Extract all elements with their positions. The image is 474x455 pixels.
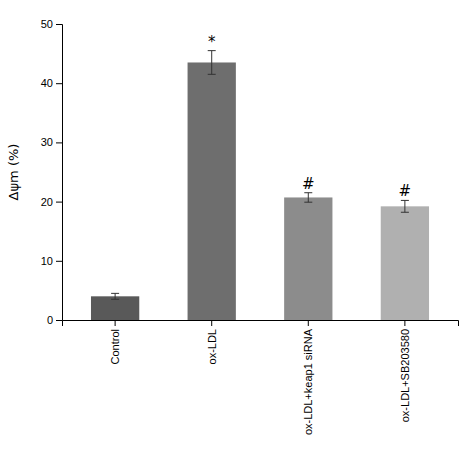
y-tick-label: 10: [41, 255, 53, 267]
annotation: #: [399, 182, 412, 200]
y-tick-mark: [56, 261, 62, 262]
x-tick-label: Control: [109, 329, 121, 364]
error-bar-line: [304, 193, 312, 202]
bar: [188, 62, 236, 320]
y-tick-label: 50: [41, 18, 53, 30]
y-tick: 30: [41, 136, 62, 148]
plot: * # # Control ox-LDL ox-LDL+keap1 siRNA ox-LDL…: [41, 18, 459, 435]
error-bar: [304, 193, 312, 202]
bar: [284, 197, 332, 320]
y-tick-mark: [56, 83, 62, 84]
y-tick-mark: [56, 320, 62, 321]
x-axis: Control ox-LDL ox-LDL+keap1 siRNA ox-LDL+SB…: [63, 320, 459, 435]
x-tick: Control: [109, 320, 121, 364]
error-bar: [208, 51, 216, 75]
y-axis: 0 10 20 30 40 50: [41, 18, 63, 326]
x-tick-mark: [211, 320, 212, 326]
marks: [91, 51, 429, 320]
y-tick-label: 0: [47, 314, 53, 326]
y-tick-mark: [56, 24, 62, 25]
error-bar: [401, 200, 409, 212]
x-tick-mark: [404, 320, 405, 326]
x-tick-label: ox-LDL: [206, 329, 218, 364]
annotation: #: [302, 175, 315, 193]
annotation: *: [208, 33, 216, 51]
y-axis-title: Δψm (%): [6, 144, 21, 201]
error-bar: [111, 293, 119, 299]
x-tick-mark: [308, 320, 309, 326]
y-tick: 0: [47, 314, 62, 326]
y-tick-label: 40: [41, 77, 53, 89]
y-tick: 50: [41, 18, 62, 30]
bar: [381, 206, 429, 320]
y-tick: 10: [41, 255, 62, 267]
bar: [91, 296, 139, 320]
y-tick-mark: [56, 142, 62, 143]
y-tick-mark: [56, 202, 62, 203]
x-axis-line: [63, 321, 459, 327]
x-tick: ox-LDL: [206, 320, 218, 364]
error-bar-line: [208, 51, 216, 75]
error-bar-line: [401, 200, 409, 212]
x-tick-mark: [115, 320, 116, 326]
x-tick: ox-LDL+keap1 siRNA: [302, 320, 314, 435]
annotations: * # #: [208, 33, 411, 201]
y-tick-label: 30: [41, 136, 53, 148]
x-tick: ox-LDL+SB203580: [399, 320, 411, 422]
error-bar-line: [111, 293, 119, 299]
y-axis-line: [56, 25, 63, 321]
x-tick-label: ox-LDL+keap1 siRNA: [302, 328, 314, 435]
chart: * # # Control ox-LDL ox-LDL+keap1 siRNA ox-LDL…: [0, 0, 474, 455]
y-tick: 20: [41, 196, 62, 208]
y-tick: 40: [41, 77, 62, 89]
x-tick-label: ox-LDL+SB203580: [399, 329, 411, 422]
y-tick-label: 20: [41, 196, 53, 208]
